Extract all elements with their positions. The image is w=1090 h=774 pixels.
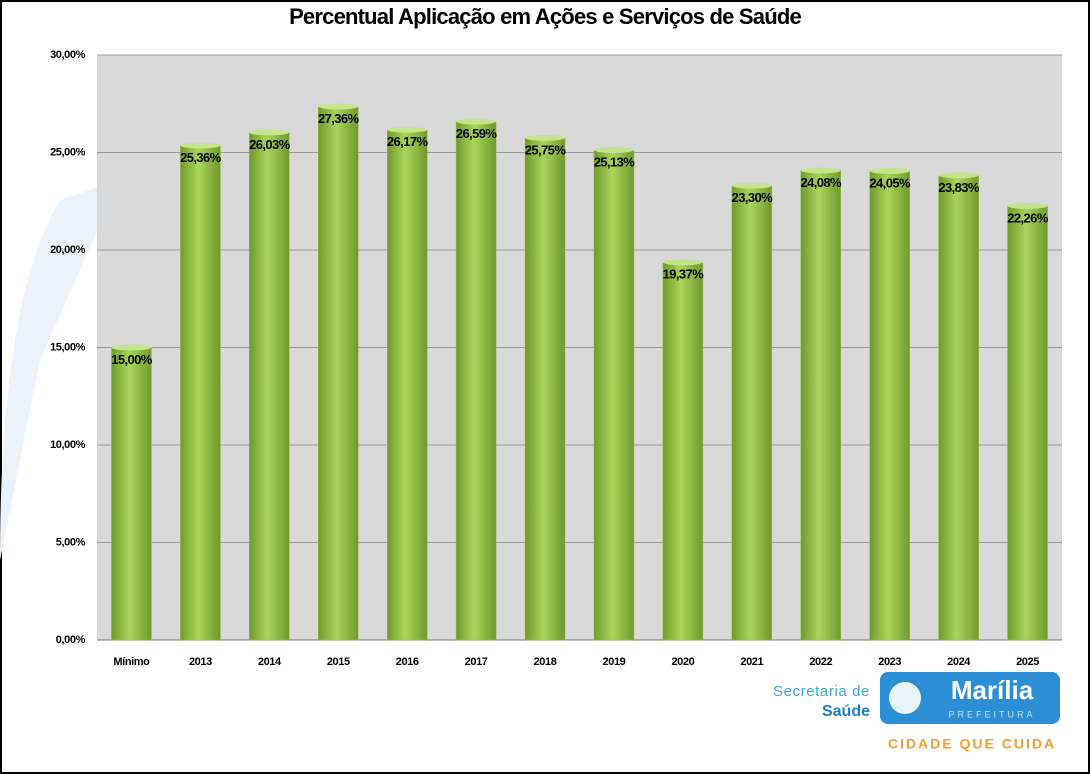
y-tick-label: 20,00%: [50, 244, 86, 256]
bar-top: [593, 146, 634, 153]
logo-slogan: CIDADE QUE CUIDA: [888, 736, 1056, 752]
data-label: 15,00%: [111, 352, 153, 367]
x-tick-label: 2019: [603, 656, 626, 668]
bar: [524, 137, 566, 641]
x-tick-label: 2016: [396, 656, 419, 668]
y-tick-label: 25,00%: [50, 146, 86, 158]
x-tick-label: 2025: [1016, 656, 1039, 668]
bar: [386, 129, 428, 641]
bar: [869, 170, 910, 641]
x-tick-label: Mínimo: [113, 656, 150, 668]
x-tick-label: 2015: [327, 656, 350, 668]
logo-box: [880, 672, 1060, 724]
y-tick-label: 10,00%: [50, 439, 86, 451]
bar-top: [938, 172, 979, 179]
data-label: 26,59%: [456, 126, 498, 141]
bar-top: [731, 182, 772, 189]
data-label: 25,36%: [180, 150, 222, 165]
bar-top: [456, 118, 497, 125]
bar-top: [180, 142, 221, 149]
bar: [662, 262, 704, 641]
data-label: 23,30%: [732, 190, 774, 205]
logo-prefeitura: PREFEITURA: [948, 709, 1035, 719]
data-label: 26,03%: [249, 137, 291, 152]
data-label: 26,17%: [387, 134, 429, 149]
data-label: 25,75%: [525, 142, 567, 157]
bar: [938, 175, 979, 641]
bar-top: [525, 134, 566, 141]
data-label: 27,36%: [318, 111, 360, 126]
x-tick-label: 2020: [671, 656, 694, 668]
x-tick-label: 2022: [809, 656, 832, 668]
bar-top: [1007, 202, 1048, 209]
bar: [111, 347, 152, 641]
y-tick-label: 5,00%: [56, 536, 86, 548]
logo-secretaria: Secretaria de: [773, 683, 870, 700]
x-tick-label: 2021: [740, 656, 763, 668]
bar: [800, 170, 841, 641]
y-tick-label: 15,00%: [50, 341, 86, 353]
bar-top: [249, 129, 290, 136]
bar: [318, 106, 359, 641]
y-tick-label: 30,00%: [50, 49, 86, 61]
bar: [180, 145, 221, 641]
x-tick-label: 2017: [465, 656, 488, 668]
bar: [455, 121, 497, 641]
y-tick-label: 0,00%: [56, 634, 86, 646]
bar: [249, 132, 290, 641]
data-label: 24,08%: [801, 175, 843, 190]
data-label: 25,13%: [594, 154, 636, 169]
bar-top: [111, 344, 152, 351]
data-label: 19,37%: [663, 267, 705, 282]
bar: [1007, 205, 1048, 641]
bar: [593, 149, 635, 641]
data-label: 22,26%: [1007, 210, 1049, 225]
x-tick-label: 2013: [189, 656, 212, 668]
chart-title: Percentual Aplicação em Ações e Serviços…: [289, 4, 801, 29]
x-tick-label: 2024: [947, 656, 971, 668]
bar: [731, 185, 773, 641]
x-tick-label: 2014: [258, 656, 282, 668]
bar-top: [387, 126, 428, 133]
x-tick-label: 2018: [534, 656, 557, 668]
logo-emblem: [889, 682, 921, 714]
logo-saude: Saúde: [822, 703, 870, 720]
bar-top: [800, 167, 841, 174]
data-label: 24,05%: [869, 175, 911, 190]
logo-city: Marília: [951, 675, 1034, 705]
bar-top: [662, 259, 703, 266]
bar-top: [869, 168, 910, 175]
x-tick-label: 2023: [878, 656, 901, 668]
decoration: [0, 180, 120, 560]
bar-top: [318, 103, 359, 110]
data-label: 23,83%: [938, 180, 980, 195]
